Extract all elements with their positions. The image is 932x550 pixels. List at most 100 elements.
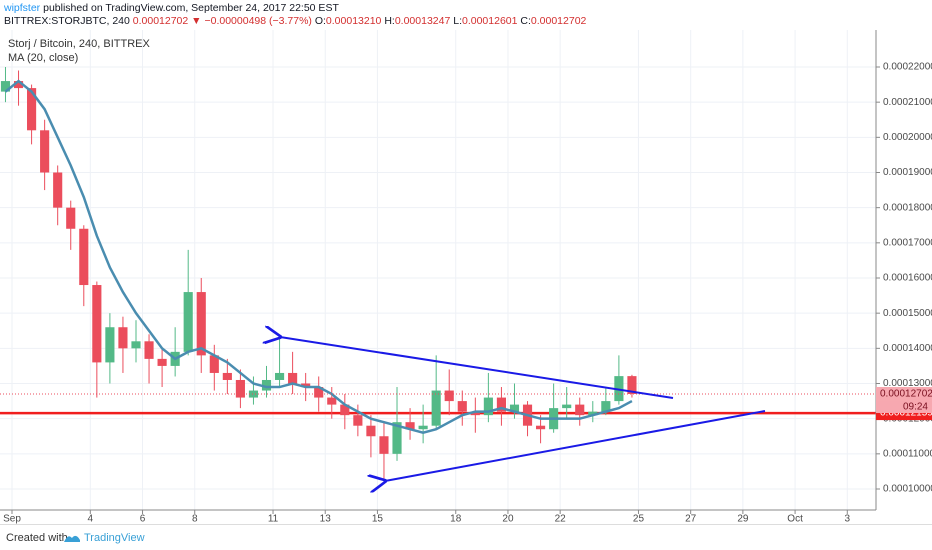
candle-body [509, 404, 520, 412]
y-tick-label: 0.00019000 [883, 167, 932, 178]
price: 0.00012702 [132, 15, 189, 27]
chart: Storj / Bitcoin, 240, BITTREX MA (20, cl… [0, 30, 932, 524]
candle-body [457, 401, 467, 412]
candle-body [13, 81, 24, 89]
x-tick-label: Sep [3, 514, 21, 524]
logo [64, 535, 80, 542]
candle-body [157, 358, 167, 366]
y-tick-label: 0.00016000 [883, 273, 932, 284]
high-label: H: [384, 15, 395, 27]
last-price-box [876, 386, 932, 401]
candle-body [183, 292, 193, 352]
candle-body [405, 422, 415, 430]
x-tick-label: 25 [633, 514, 645, 524]
candle-body [562, 404, 572, 409]
created-with: Created with [6, 532, 68, 544]
x-tick-label: 6 [140, 514, 146, 524]
close: 0.00012702 [530, 15, 587, 27]
candle-body [40, 130, 50, 173]
candle-body [222, 372, 232, 380]
candle-body [627, 376, 637, 394]
candle-body [196, 292, 206, 356]
candle-body [261, 379, 272, 391]
candle-body [379, 436, 389, 454]
high: 0.00013247 [394, 15, 451, 27]
moving-average [4, 79, 633, 435]
candle-body [105, 327, 115, 363]
x-tick-label: 13 [320, 514, 332, 524]
candle-body [118, 327, 128, 349]
x-tick-label: 8 [192, 514, 198, 524]
publish-line: wipfster published on TradingView.com, S… [4, 2, 339, 14]
candle-body [0, 81, 11, 92]
candle-body [274, 372, 285, 380]
x-tick-label: 22 [555, 514, 567, 524]
candle-body [209, 355, 219, 373]
x-tick-label: 3 [845, 514, 851, 524]
y-tick-label: 0.00014000 [883, 343, 932, 354]
y-tick-label: 0.00020000 [883, 132, 932, 143]
candle-body [431, 390, 441, 426]
candle-body [131, 341, 141, 349]
x-tick-label: 15 [372, 514, 384, 524]
candle-body [601, 401, 611, 412]
candle-body [288, 372, 298, 384]
candle-body [235, 379, 245, 398]
author[interactable]: wipfster [4, 2, 41, 14]
hline-price-label: 0.00012159 [880, 408, 932, 419]
y-tick-label: 0.00015000 [883, 308, 932, 319]
candle-body [79, 228, 89, 286]
candle-body [248, 390, 259, 398]
x-tick-label: 4 [88, 514, 94, 524]
candle-body [144, 341, 154, 359]
candle-body [588, 411, 598, 416]
candle-body [66, 207, 76, 229]
candle-body [340, 404, 350, 416]
change: ▼ −0.00000498 (−3.77%) [191, 15, 312, 27]
chart-title: Storj / Bitcoin, 240, BITTREX [8, 38, 150, 50]
ma-legend: MA (20, close) [8, 52, 78, 64]
y-tick-label: 0.00013000 [883, 378, 932, 389]
candle-body [314, 387, 324, 398]
trendline-upper [280, 337, 674, 399]
open: 0.00013210 [325, 15, 382, 27]
symbol: BITTREX:STORJBTC, 240 [4, 15, 130, 27]
low: 0.00012601 [462, 15, 518, 27]
x-tick-label: 20 [502, 514, 514, 524]
candle-body [327, 397, 337, 405]
candle-body [444, 390, 454, 402]
y-tick-label: 0.00022000 [883, 62, 932, 73]
candle-body [496, 397, 506, 412]
countdown: 09:24 [903, 402, 928, 413]
symbol-line: BITTREX:STORJBTC, 240 0.00012702 ▼ −0.00… [4, 15, 586, 27]
y-tick-label: 0.00018000 [883, 202, 932, 213]
y-tick-label: 0.00010000 [883, 484, 932, 495]
x-tick-label: Oct [787, 514, 803, 524]
published: published on TradingView.com, September … [43, 2, 339, 14]
candle-body [27, 88, 37, 131]
candle-body [575, 404, 585, 416]
x-tick-label: 29 [737, 514, 749, 524]
candle-body [92, 285, 102, 363]
countdown-box [876, 400, 932, 413]
last-price-label: 0.00012702 [880, 389, 932, 400]
low-label: L: [453, 15, 462, 27]
x-tick-label: 11 [268, 514, 279, 524]
candle-body [470, 411, 480, 416]
footer: Created with TradingView [0, 524, 932, 550]
trendline-lower [385, 410, 766, 481]
candle-body [53, 172, 63, 208]
x-tick-label: 27 [685, 514, 697, 524]
y-tick-label: 0.00017000 [883, 237, 932, 248]
candle-body [366, 425, 376, 437]
y-tick-label: 0.00011000 [883, 448, 932, 459]
candle-body [536, 425, 546, 430]
candle-body [483, 397, 493, 416]
candle-body [392, 422, 402, 454]
y-tick-label: 0.00021000 [883, 97, 932, 108]
close-label: C: [520, 15, 531, 27]
candle-body [301, 383, 311, 388]
brand[interactable]: TradingView [84, 532, 145, 544]
x-tick-label: 18 [450, 514, 462, 524]
